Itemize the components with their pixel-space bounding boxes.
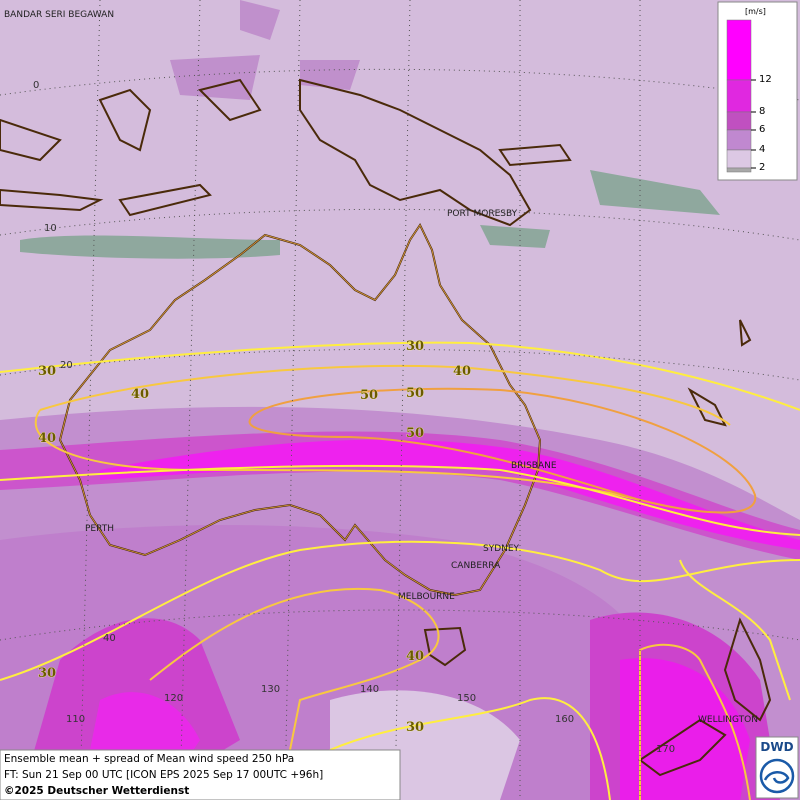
footer-line: Ensemble mean + spread of Mean wind spee…	[4, 753, 294, 765]
contour-label: 30	[406, 720, 424, 735]
lon-label: 130	[261, 684, 280, 695]
legend: [m/s] 12 8 6 4 2	[717, 1, 798, 181]
contour-lines	[0, 341, 800, 800]
contour-label: 40	[131, 387, 149, 402]
lon-label: 110	[66, 714, 85, 725]
lat-label: 0	[33, 80, 39, 91]
city-label: MELBOURNE	[398, 592, 455, 602]
city-label: PERTH	[85, 524, 114, 534]
lon-label: 150	[457, 693, 476, 704]
lon-label: 140	[360, 684, 379, 695]
contour-label: 50	[406, 426, 424, 441]
lon-label: 160	[555, 714, 574, 725]
contour-label: 40	[38, 431, 56, 446]
contour-label: 40	[453, 364, 471, 379]
contour-label: 30	[406, 339, 424, 354]
legend-level: 12	[759, 74, 772, 85]
city-label: BRISBANE	[511, 461, 557, 471]
lon-label: 120	[164, 693, 183, 704]
legend-swatch	[726, 167, 752, 173]
lat-label: 10	[44, 223, 57, 234]
city-label: SYDNEY	[483, 544, 520, 554]
contour-label: 30	[38, 666, 56, 681]
legend-swatch	[726, 129, 752, 151]
legend-level: 4	[759, 144, 765, 155]
legend-unit: [m/s]	[745, 7, 766, 16]
footer-box	[0, 749, 401, 800]
footer-line: ©2025 Deutscher Wetterdienst	[4, 785, 189, 797]
logo-icon	[759, 758, 795, 794]
lat-label: 20	[60, 360, 73, 371]
contour-label: 30	[38, 364, 56, 379]
legend-level: 8	[759, 106, 765, 117]
city-label: BANDAR SERI BEGAWAN	[4, 10, 114, 20]
legend-swatch	[726, 111, 752, 131]
legend-level: 6	[759, 124, 765, 135]
legend-swatch	[726, 149, 752, 169]
contour-label: 50	[360, 388, 378, 403]
coastline	[0, 78, 772, 777]
contour-label: 40	[406, 649, 424, 664]
footer-line: FT: Sun 21 Sep 00 UTC [ICON EPS 2025 Sep…	[4, 769, 323, 781]
city-label: PORT MORESBY	[447, 209, 518, 219]
city-label: CANBERRA	[451, 561, 501, 571]
lon-label: 170	[656, 744, 675, 755]
legend-level: 2	[759, 162, 765, 173]
legend-swatch	[726, 79, 752, 113]
contour-label: 50	[406, 386, 424, 401]
logo-text: DWD	[760, 740, 793, 754]
lat-label: 40	[103, 633, 116, 644]
city-label: WELLINGTON	[698, 715, 758, 725]
legend-swatch	[726, 19, 752, 81]
